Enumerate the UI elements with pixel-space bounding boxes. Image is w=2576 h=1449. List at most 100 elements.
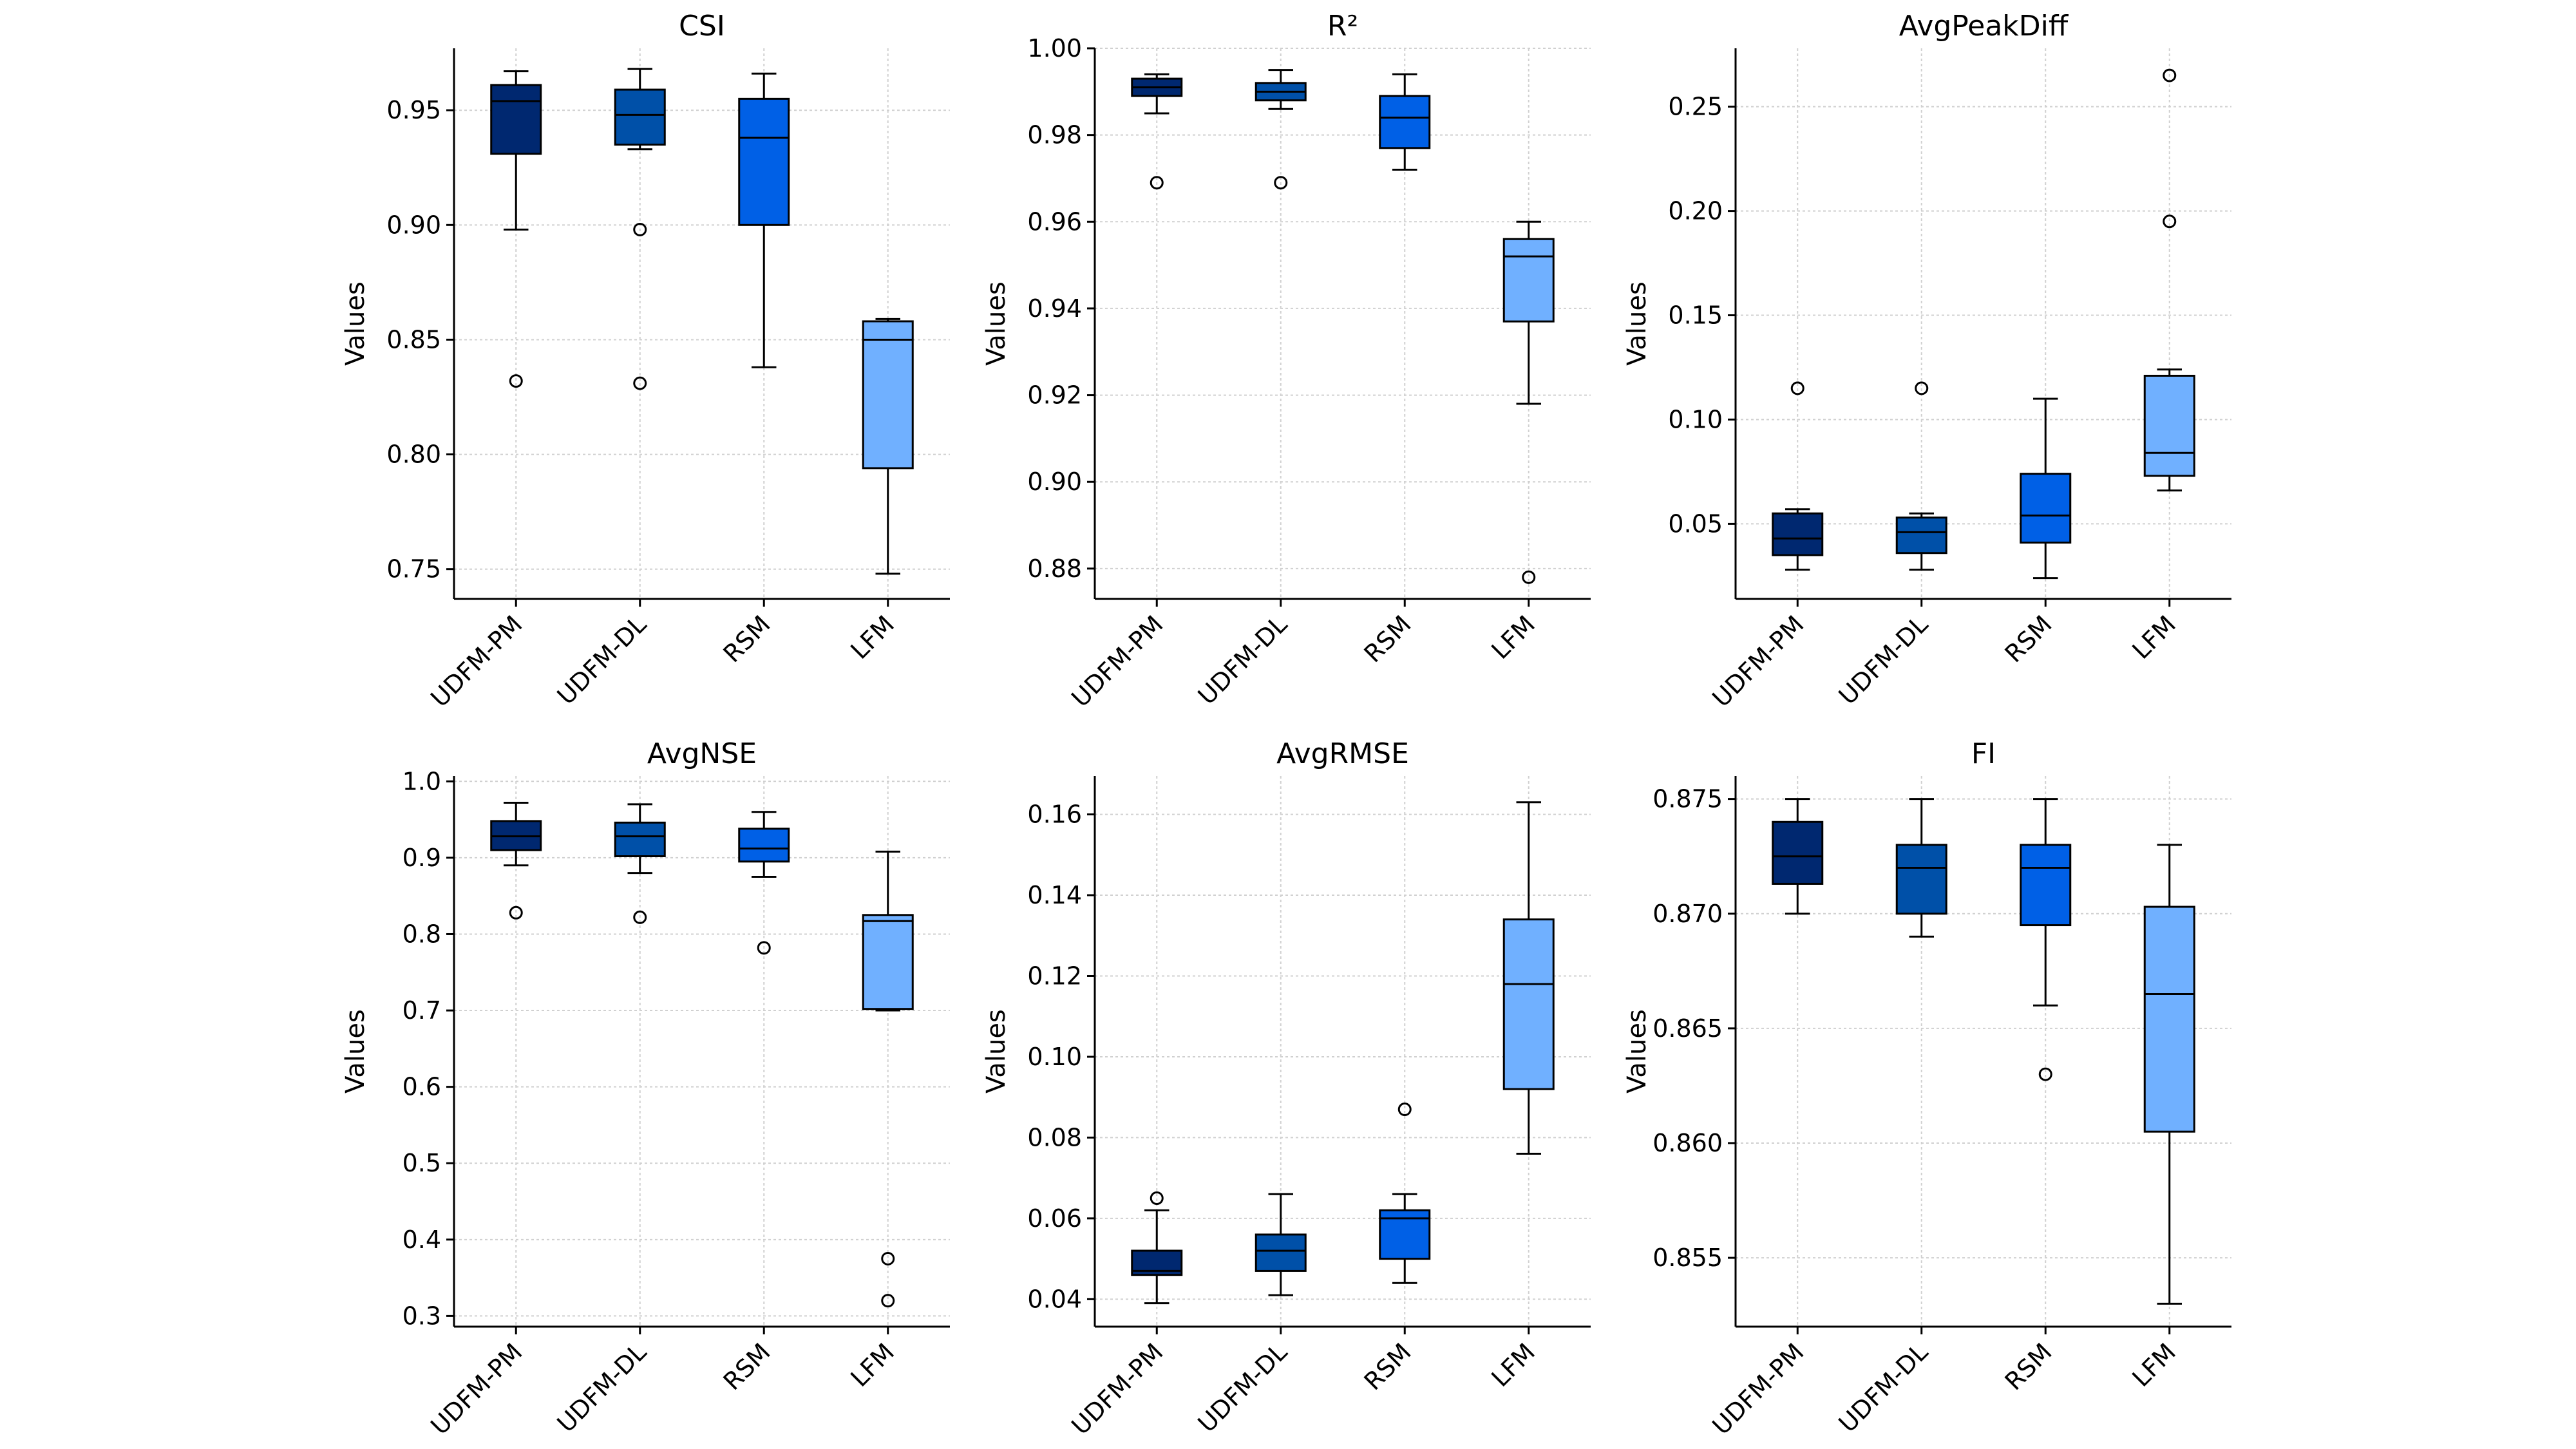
x-tick-label: RSM bbox=[1359, 610, 1417, 668]
iqr-box bbox=[2020, 844, 2072, 927]
x-tick-label: LFM bbox=[2126, 610, 2181, 665]
y-tick-label: 0.10 bbox=[1027, 1043, 1082, 1071]
x-tick-label: LFM bbox=[2126, 1338, 2181, 1392]
y-tick-label: 0.4 bbox=[402, 1226, 441, 1254]
box-RSM bbox=[738, 811, 790, 955]
y-tick-label: 0.870 bbox=[1653, 900, 1723, 928]
x-tick-label: RSM bbox=[2000, 610, 2058, 668]
x-tick-label: UDFM-DL bbox=[1833, 610, 1933, 710]
y-axis-label: Values bbox=[341, 1009, 370, 1094]
iqr-box bbox=[1772, 512, 1824, 556]
outlier-point bbox=[881, 1294, 895, 1308]
y-tick-label: 0.10 bbox=[1668, 405, 1723, 433]
x-tick-label: RSM bbox=[718, 610, 776, 668]
chart-title: AvgRMSE bbox=[1276, 737, 1409, 770]
outlier-point bbox=[1790, 381, 1804, 395]
x-tick-label: RSM bbox=[1359, 1338, 1417, 1396]
y-tick-label: 0.75 bbox=[386, 555, 441, 583]
iqr-box bbox=[1255, 1233, 1307, 1272]
chart-panel-6: 0.855 0.860 0.865 0.870 0.875 UDFM-PM UDFM-DL R… bbox=[1622, 737, 2231, 1440]
box-LFM bbox=[1502, 801, 1555, 1155]
x-tick-label: UDFM-DL bbox=[552, 1338, 652, 1437]
outlier-point bbox=[1915, 381, 1929, 395]
y-axis-label: Values bbox=[341, 281, 370, 366]
chart-panel-2: 0.88 0.90 0.92 0.94 0.96 0.98 1.00 UDFM-PM UDFM-… bbox=[981, 10, 1591, 712]
y-tick-label: 0.08 bbox=[1027, 1123, 1082, 1151]
iqr-box bbox=[2020, 473, 2072, 544]
box-UDFM-PM bbox=[1772, 381, 1824, 571]
x-tick-label: UDFM-PM bbox=[425, 610, 527, 712]
chart-title: FI bbox=[1971, 737, 1996, 770]
y-tick-label: 0.5 bbox=[402, 1149, 441, 1177]
y-tick-label: 0.3 bbox=[402, 1302, 441, 1330]
y-tick-label: 0.8 bbox=[402, 920, 441, 948]
y-axis-label: Values bbox=[1622, 281, 1652, 366]
outlier-point bbox=[509, 905, 523, 920]
chart-title: R² bbox=[1327, 10, 1358, 43]
iqr-box bbox=[614, 821, 666, 858]
iqr-box bbox=[738, 97, 790, 226]
x-tick-label: UDFM-PM bbox=[1707, 610, 1809, 712]
iqr-box bbox=[614, 88, 666, 146]
x-tick-label: UDFM-PM bbox=[1707, 1338, 1809, 1440]
box-LFM bbox=[862, 317, 914, 575]
iqr-box bbox=[1379, 95, 1431, 149]
y-tick-label: 0.14 bbox=[1027, 881, 1082, 909]
box-UDFM-DL bbox=[1255, 69, 1307, 190]
iqr-box bbox=[1895, 844, 1947, 915]
y-tick-label: 0.855 bbox=[1653, 1244, 1723, 1272]
x-tick-label: UDFM-DL bbox=[1193, 1338, 1293, 1437]
y-tick-label: 0.9 bbox=[402, 844, 441, 872]
y-tick-label: 0.96 bbox=[1027, 207, 1082, 236]
y-tick-label: 0.20 bbox=[1668, 197, 1723, 225]
y-tick-label: 0.05 bbox=[1668, 509, 1723, 538]
y-tick-label: 0.06 bbox=[1027, 1204, 1082, 1233]
iqr-box bbox=[738, 828, 790, 863]
outlier-point bbox=[881, 1251, 895, 1265]
y-tick-label: 0.95 bbox=[386, 96, 441, 124]
iqr-box bbox=[862, 320, 914, 469]
chart-title: CSI bbox=[679, 10, 725, 43]
box-RSM bbox=[1379, 73, 1431, 171]
outlier-point bbox=[1397, 1103, 1412, 1117]
y-tick-label: 0.90 bbox=[386, 211, 441, 239]
outlier-point bbox=[633, 910, 647, 924]
box-UDFM-DL bbox=[614, 803, 666, 924]
box-UDFM-DL bbox=[1895, 798, 1947, 938]
box-LFM bbox=[1502, 220, 1555, 584]
outlier-point bbox=[509, 374, 523, 388]
box-LFM bbox=[2143, 844, 2195, 1305]
y-tick-label: 0.92 bbox=[1027, 381, 1082, 410]
iqr-box bbox=[1502, 918, 1555, 1090]
chart-title: AvgNSE bbox=[647, 737, 757, 770]
outlier-point bbox=[1150, 1191, 1164, 1206]
box-UDFM-PM bbox=[1131, 73, 1183, 190]
iqr-box bbox=[2143, 905, 2195, 1133]
x-tick-label: RSM bbox=[2000, 1338, 2058, 1396]
box-UDFM-DL bbox=[1895, 381, 1947, 571]
box-UDFM-PM bbox=[490, 70, 542, 388]
y-tick-label: 1.00 bbox=[1027, 34, 1082, 62]
box-RSM bbox=[2020, 798, 2072, 1081]
box-RSM bbox=[2020, 397, 2072, 580]
y-tick-label: 0.85 bbox=[386, 325, 441, 354]
x-tick-label: UDFM-PM bbox=[1066, 610, 1168, 712]
box-RSM bbox=[738, 72, 790, 368]
y-tick-label: 0.6 bbox=[402, 1073, 441, 1101]
outlier-point bbox=[1274, 176, 1288, 190]
chart-panel-4: 0.3 0.4 0.5 0.6 0.7 0.8 0.9 1.0 UDFM-PM UDFM-DL RS… bbox=[341, 737, 950, 1440]
x-tick-label: UDFM-DL bbox=[552, 610, 652, 710]
box-UDFM-PM bbox=[490, 802, 542, 920]
x-tick-label: LFM bbox=[845, 610, 900, 665]
y-axis-label: Values bbox=[1622, 1009, 1652, 1094]
box-UDFM-PM bbox=[1772, 798, 1824, 915]
y-axis-label: Values bbox=[981, 1009, 1011, 1094]
x-tick-label: LFM bbox=[845, 1338, 900, 1392]
x-tick-label: LFM bbox=[1486, 610, 1540, 665]
box-LFM bbox=[2143, 68, 2195, 492]
outlier-point bbox=[2163, 214, 2177, 229]
y-tick-label: 0.98 bbox=[1027, 121, 1082, 149]
iqr-box bbox=[1502, 238, 1555, 323]
chart-panel-1: 0.75 0.80 0.85 0.90 0.95 UDFM-PM UDFM-DL RSM LFM… bbox=[341, 10, 950, 712]
